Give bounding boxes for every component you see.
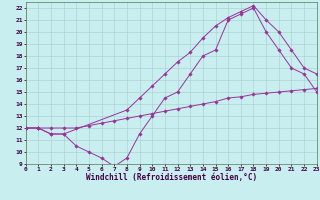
X-axis label: Windchill (Refroidissement éolien,°C): Windchill (Refroidissement éolien,°C) [86,173,257,182]
